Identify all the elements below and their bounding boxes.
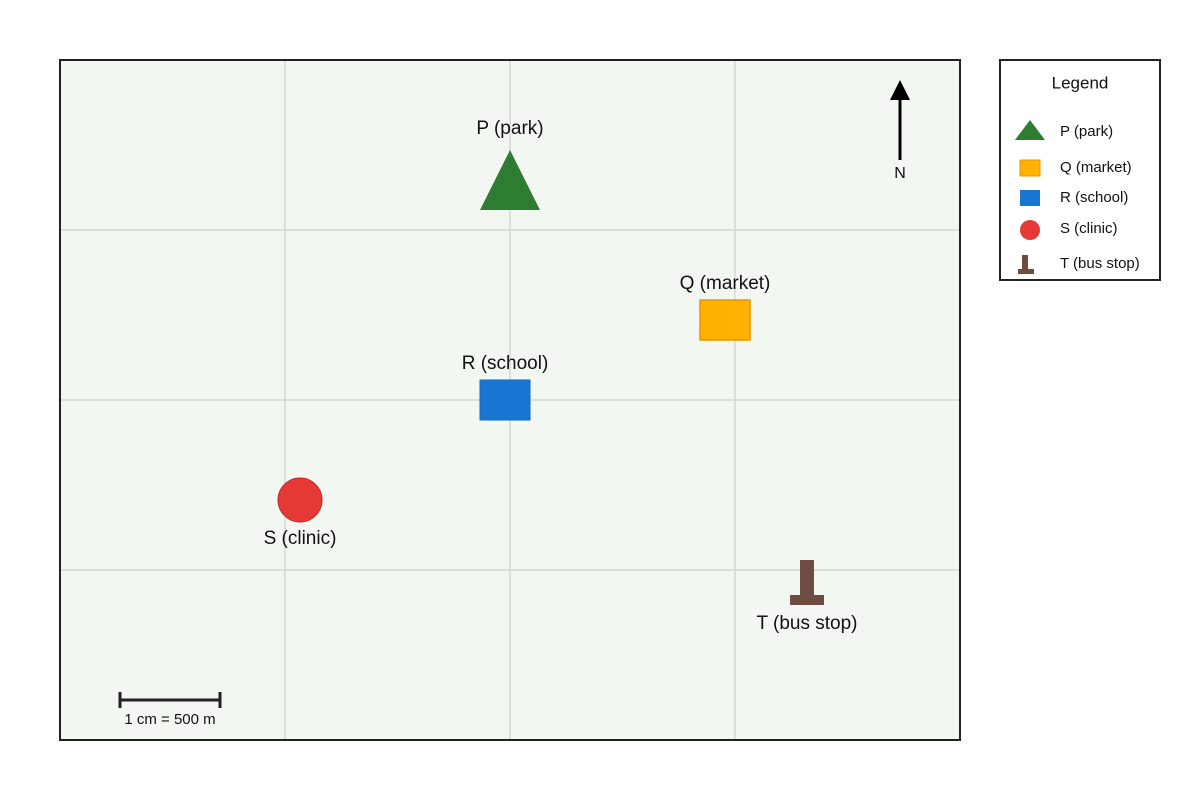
legend-entry: P (park): [1060, 123, 1113, 140]
legend-entry: S (clinic): [1060, 220, 1118, 237]
place-label: R (school): [462, 353, 549, 374]
arrow-head: [890, 80, 910, 100]
north-label: N: [894, 165, 906, 182]
scale-bar: [118, 692, 222, 708]
legend-title: Legend: [1052, 73, 1109, 92]
place-label: T (bus stop): [756, 613, 857, 634]
legend-icon: [1022, 255, 1028, 271]
bus-stop-marker: [790, 560, 824, 605]
legend-icon: [1015, 120, 1045, 140]
place-label: Q (market): [680, 273, 771, 294]
north-arrow: [890, 80, 910, 160]
place-label: S (clinic): [264, 528, 337, 549]
scale-label: 1 cm = 500 m: [124, 711, 215, 728]
bus-stop-base: [790, 595, 824, 605]
legend-icon: [1020, 220, 1040, 240]
legend-entry: T (bus stop): [1060, 255, 1140, 272]
legend-entry: R (school): [1060, 189, 1128, 206]
bus-stop-pole: [800, 560, 814, 596]
legend-icon: [1019, 159, 1041, 177]
legend-entry: Q (market): [1060, 159, 1132, 176]
legend-icon: [1018, 269, 1034, 274]
market-marker: [699, 299, 751, 341]
school-marker: [479, 379, 531, 421]
map-frame: [59, 59, 961, 741]
place-label: P (park): [476, 118, 543, 139]
park-marker: [480, 150, 540, 210]
legend-icon: [1020, 190, 1040, 206]
clinic-marker: [277, 477, 323, 523]
